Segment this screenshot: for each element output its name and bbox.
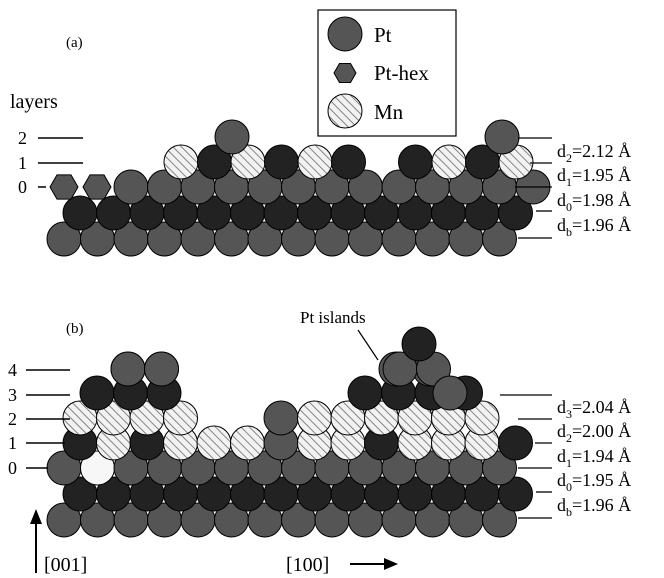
layer-number: 2: [8, 409, 17, 429]
axis-001-arrowhead: [30, 509, 42, 524]
spacing-db: db=1.96 Å: [557, 495, 631, 519]
legend-mn-icon: [327, 93, 363, 129]
pt-atom: [482, 502, 517, 538]
panel-a-tag: (a): [66, 35, 83, 51]
axis-100-label: [100]: [286, 554, 329, 576]
layer-number: 1: [18, 153, 27, 173]
spacing-d3: d3=2.04 Å: [557, 397, 631, 421]
pt-atom: [263, 400, 299, 436]
mn-atom: [163, 400, 198, 436]
pt-atom: [401, 326, 437, 362]
pt-atom: [482, 450, 517, 486]
pt-atom: [62, 195, 98, 231]
layer-number: 3: [8, 385, 17, 405]
pt-atom: [79, 375, 115, 411]
pt-atom: [432, 375, 468, 411]
pt-atom: [498, 195, 533, 231]
spacing-d1: d1=1.95 Å: [557, 165, 631, 189]
pt-atom: [498, 476, 533, 512]
axis-100-arrowhead: [384, 558, 398, 570]
mn-atom: [297, 144, 333, 180]
axis-001-label: [001]: [44, 554, 87, 576]
mn-atom: [230, 425, 265, 461]
pt-atom: [144, 351, 179, 387]
legend-pt-hex-icon: [333, 63, 357, 83]
layer-number: 1: [8, 433, 17, 453]
pt-atom: [264, 144, 299, 180]
pt-atom: [482, 221, 517, 257]
mn-atom: [297, 400, 332, 436]
panel-a-atoms: [46, 119, 551, 257]
pt-atom: [347, 375, 383, 411]
spacing-db: db=1.96 Å: [557, 215, 631, 239]
pt-atom: [398, 144, 433, 180]
spacing-d0: d0=1.95 Å: [557, 470, 631, 494]
spacing-d0: d0=1.98 Å: [557, 190, 631, 214]
pt-atom: [484, 119, 520, 155]
legend-label-pt-hex: Pt-hex: [374, 61, 429, 85]
spacing-d2: d2=2.12 Å: [557, 141, 631, 165]
panel-b-tag: (b): [66, 321, 84, 337]
panel-a-spacings: d2=2.12 Å d1=1.95 Å d0=1.98 Å db=1.96 Å: [515, 137, 631, 239]
pt-islands-pointer: [357, 329, 379, 361]
spacing-d1: d1=1.94 Å: [557, 446, 631, 470]
layer-number: 0: [8, 458, 17, 478]
legend-label-pt: Pt: [374, 23, 392, 47]
panel-b-atoms: [46, 326, 533, 538]
panel-b-layer-index: 4 3 2 1 0: [8, 360, 70, 478]
pt-hex-atom: [82, 174, 112, 200]
panel-b-spacings: d3=2.04 Å d2=2.00 Å d1=1.94 Å d0=1.95 Å …: [500, 394, 631, 519]
mn-atom: [163, 144, 199, 180]
pt-atom: [331, 144, 366, 180]
pt-islands-label: Pt islands: [300, 308, 366, 327]
pt-atom: [214, 119, 250, 155]
layers-title: layers: [10, 91, 58, 113]
pt-atom: [113, 169, 149, 205]
mn-atom: [431, 144, 467, 180]
layer-number: 4: [8, 360, 17, 380]
spacing-d2: d2=2.00 Å: [557, 421, 631, 445]
panel-a-layer-index: 2 1 0: [18, 128, 83, 197]
legend-label-mn: Mn: [374, 100, 404, 124]
pt-atom: [110, 351, 146, 387]
mn-atom: [464, 400, 500, 436]
direction-axes: [001] [100]: [30, 509, 398, 576]
layer-number: 0: [18, 177, 27, 197]
mn-atom: [196, 425, 232, 461]
pt-hex-atom: [49, 174, 79, 200]
legend-pt-icon: [327, 16, 363, 52]
layer-number: 2: [18, 128, 27, 148]
legend: Pt Pt-hex Mn: [317, 9, 457, 137]
pt-atom: [498, 425, 533, 461]
